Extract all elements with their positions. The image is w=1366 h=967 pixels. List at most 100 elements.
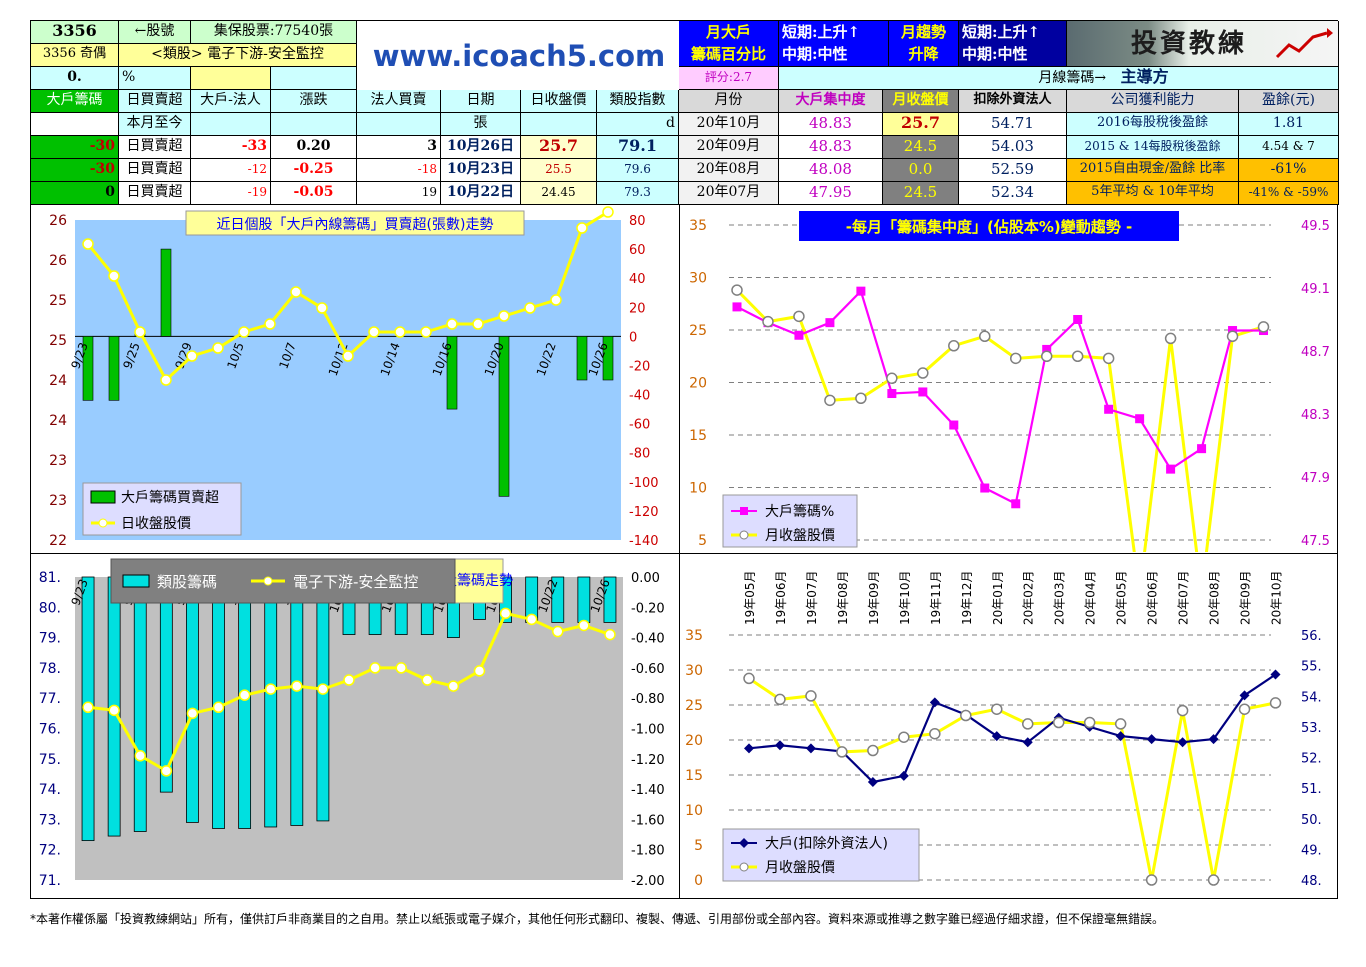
empty-yellow xyxy=(191,67,271,90)
series-ex-foreign-point xyxy=(1147,734,1157,744)
y-left-tick: 5 xyxy=(694,838,703,854)
y-right-tick: 47.5 xyxy=(1301,534,1330,549)
y-right-tick: -40 xyxy=(629,389,650,404)
r1-big: -30 xyxy=(31,136,119,159)
series-concentration-point xyxy=(949,421,958,430)
legend-label-line: 日收盤股價 xyxy=(121,515,191,532)
series-close-point xyxy=(1209,875,1219,885)
series-concentration-point xyxy=(856,287,865,296)
line-point xyxy=(473,319,483,329)
x-tick: 19年06月 xyxy=(774,570,788,625)
y-left-tick: 72. xyxy=(39,843,61,859)
y-left-tick: 77. xyxy=(39,691,61,707)
x-tick: 20年01月 xyxy=(991,570,1005,625)
short-term-1: 短期:上升↑ xyxy=(782,21,888,43)
y-right-tick: -1.80 xyxy=(631,844,665,859)
series-close-point xyxy=(1042,351,1052,361)
bar xyxy=(186,577,198,822)
x-tick: 20年09月 xyxy=(1239,570,1253,625)
series-concentration-point xyxy=(1197,444,1206,453)
charts-divider-h xyxy=(30,553,1338,554)
chart-sector: 71.72.73.74.75.76.77.78.79.80.81.-2.00-1… xyxy=(31,555,678,898)
bar xyxy=(265,577,277,827)
sub-empty-5 xyxy=(521,113,597,136)
y-left-tick: 20 xyxy=(689,376,707,392)
site-url: www.icoach5.com xyxy=(361,33,677,79)
legend-swatch-bars xyxy=(123,575,149,587)
r1-daily: 日買賣超 xyxy=(119,136,191,159)
y-left-tick: 79. xyxy=(39,631,61,647)
score-label: 評分:2.7 xyxy=(679,67,779,90)
profit-row-4: 5年平均 & 10年平均 xyxy=(1067,182,1239,205)
line-point xyxy=(447,319,457,329)
legend-label-bars: 類股籌碼 xyxy=(157,573,217,591)
y-left-tick: 24 xyxy=(49,373,67,389)
series-close-point xyxy=(1271,698,1281,708)
series-close-point xyxy=(1073,351,1083,361)
y-left-tick: 78. xyxy=(39,661,61,677)
line-point xyxy=(603,207,613,217)
line-point xyxy=(317,303,327,313)
r3-inst: 19 xyxy=(357,182,441,205)
chart-daily-holder: 222323242425252626-140-120-100-80-60-40-… xyxy=(31,205,678,552)
series-concentration-point xyxy=(1166,465,1175,474)
rr1-close: 25.7 xyxy=(883,113,959,136)
series-close-point xyxy=(837,747,847,757)
y-right-tick: -1.60 xyxy=(631,813,665,828)
rh-month: 月份 xyxy=(679,90,779,113)
y-right-tick: 48. xyxy=(1301,874,1322,889)
y-right-tick: 48.7 xyxy=(1301,345,1330,360)
r2-holder: -12 xyxy=(191,159,271,182)
leader-label: 主導方 xyxy=(1121,67,1169,86)
series-close-point xyxy=(1259,322,1269,332)
y-left-tick: 15 xyxy=(689,428,707,444)
legend-label-bars: 大戶籌碼買賣超 xyxy=(121,490,219,506)
empty-cyan xyxy=(271,67,357,90)
series-close-point xyxy=(1166,333,1176,343)
series-concentration-point xyxy=(1073,315,1082,324)
y-left-tick: 23 xyxy=(49,453,67,469)
y-right-tick: 47.9 xyxy=(1301,471,1330,486)
line-point xyxy=(83,239,93,249)
r1-inst: 3 xyxy=(357,136,441,159)
rr4-conc: 47.95 xyxy=(779,182,883,205)
line-point xyxy=(109,271,119,281)
line-point xyxy=(370,663,380,673)
y-right-tick: 80 xyxy=(629,214,646,229)
sub-empty-3 xyxy=(271,113,357,136)
th-big-holder: 大戶籌碼 xyxy=(31,90,119,113)
y-right-tick: 55. xyxy=(1301,660,1322,675)
x-tick: 19年12月 xyxy=(960,570,974,625)
series-ex-foreign-point xyxy=(744,743,754,753)
y-right-tick: 50. xyxy=(1301,813,1322,828)
series-close-point xyxy=(1023,719,1033,729)
rr3-month: 20年08月 xyxy=(679,159,779,182)
x-tick: 19年10月 xyxy=(898,570,912,625)
series-close-point xyxy=(1104,353,1114,363)
line-point xyxy=(605,630,615,640)
line-point xyxy=(422,675,432,685)
rr2-conc: 48.83 xyxy=(779,136,883,159)
big-holder-title-2: 籌碼百分比 xyxy=(679,43,778,65)
line-point xyxy=(395,327,405,337)
short-term-1-cell: 短期:上升↑ 中期:中性 xyxy=(779,21,889,67)
trend-title-2: 升降 xyxy=(889,43,958,65)
x-tick: 20年02月 xyxy=(1022,570,1036,625)
y-left-tick: 35 xyxy=(685,628,703,644)
line-point xyxy=(318,684,328,694)
zero-label: 0. xyxy=(31,67,119,90)
series-close-point xyxy=(887,373,897,383)
r2-date: 10月23日 xyxy=(441,159,521,182)
profit-header: 公司獲利能力 xyxy=(1067,90,1239,113)
line-point xyxy=(577,223,587,233)
y-right-tick: -0.20 xyxy=(631,601,665,616)
r2-index: 79.6 xyxy=(597,159,679,182)
y-right-tick: 54. xyxy=(1301,690,1322,705)
th-close: 日收盤價 xyxy=(521,90,597,113)
r3-date: 10月22日 xyxy=(441,182,521,205)
line-point xyxy=(421,327,431,337)
series-close-point xyxy=(1085,718,1095,728)
series-close-point xyxy=(732,285,742,295)
rr3-conc: 48.08 xyxy=(779,159,883,182)
y-left-tick: 10 xyxy=(685,803,703,819)
